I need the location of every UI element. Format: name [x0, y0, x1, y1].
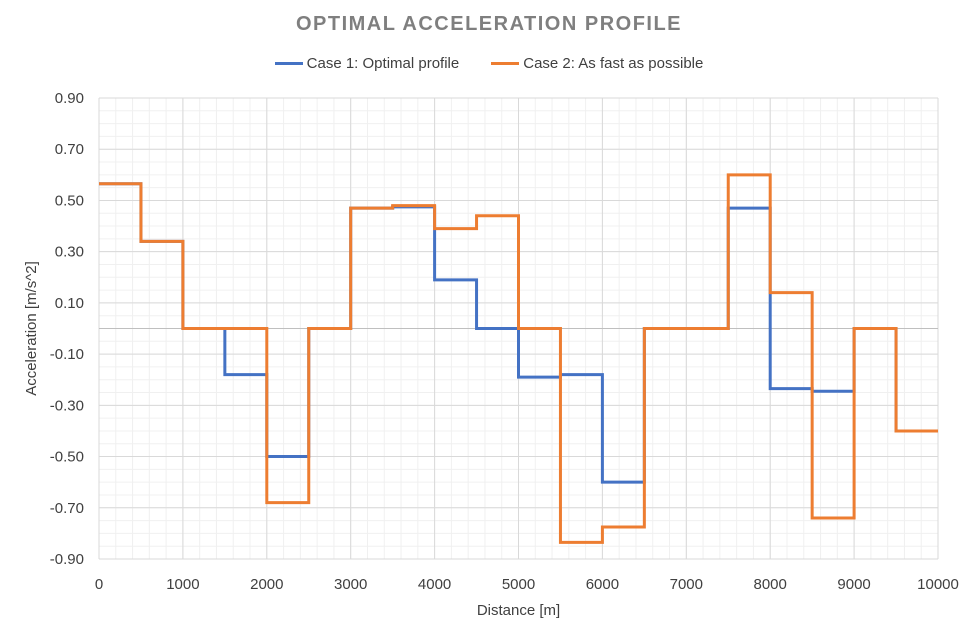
x-tick-label: 2000	[250, 576, 283, 593]
x-tick-label: 7000	[670, 576, 703, 593]
series-layer	[99, 173, 938, 544]
x-tick-label: 4000	[418, 576, 451, 593]
x-tick-label: 6000	[586, 576, 619, 593]
legend-swatch-case-2	[491, 62, 520, 65]
x-axis-title: Distance [m]	[477, 602, 560, 619]
x-tick-label: 10000	[917, 576, 959, 593]
x-tick-label: 5000	[502, 576, 535, 593]
x-tick-label: 0	[95, 576, 103, 593]
y-tick-label: -0.70	[50, 500, 84, 517]
legend-label-case-2: Case 2: As fast as possible	[523, 55, 704, 72]
y-tick-label: 0.90	[55, 90, 84, 107]
y-tick-label: 0.70	[55, 141, 84, 158]
y-tick-labels: 0.90 0.70 0.50 0.30 0.10 -0.10 -0.30 -0.50 -0.70…	[50, 90, 84, 568]
y-tick-label: 0.10	[55, 295, 84, 312]
legend-label-case-1: Case 1: Optimal profile	[306, 55, 460, 72]
y-tick-label: -0.30	[50, 397, 84, 414]
chart-title: OPTIMAL ACCELERATION PROFILE	[295, 13, 683, 35]
x-tick-label: 1000	[166, 576, 199, 593]
x-tick-label: 8000	[754, 576, 787, 593]
y-tick-label: -0.10	[50, 346, 84, 363]
x-tick-label: 9000	[837, 576, 870, 593]
x-tick-label: 3000	[334, 576, 367, 593]
legend: Case 1: Optimal profile Case 2: As fast …	[0, 55, 978, 72]
y-tick-label: 0.50	[55, 192, 84, 209]
y-axis-title: Acceleration [m/s^2]	[23, 261, 40, 396]
legend-swatch-case-1	[274, 62, 303, 65]
legend-item-case-1: Case 1: Optimal profile	[274, 55, 460, 72]
y-tick-label: 0.30	[55, 244, 84, 261]
y-tick-label: -0.50	[50, 449, 84, 466]
y-tick-label: -0.90	[50, 551, 84, 568]
series-line-case-2	[99, 173, 938, 544]
legend-item-case-2: Case 2: As fast as possible	[491, 55, 703, 72]
x-tick-labels: 0 1000 2000 3000 4000 5000 6000 7000 8000 9000 100…	[95, 576, 959, 593]
